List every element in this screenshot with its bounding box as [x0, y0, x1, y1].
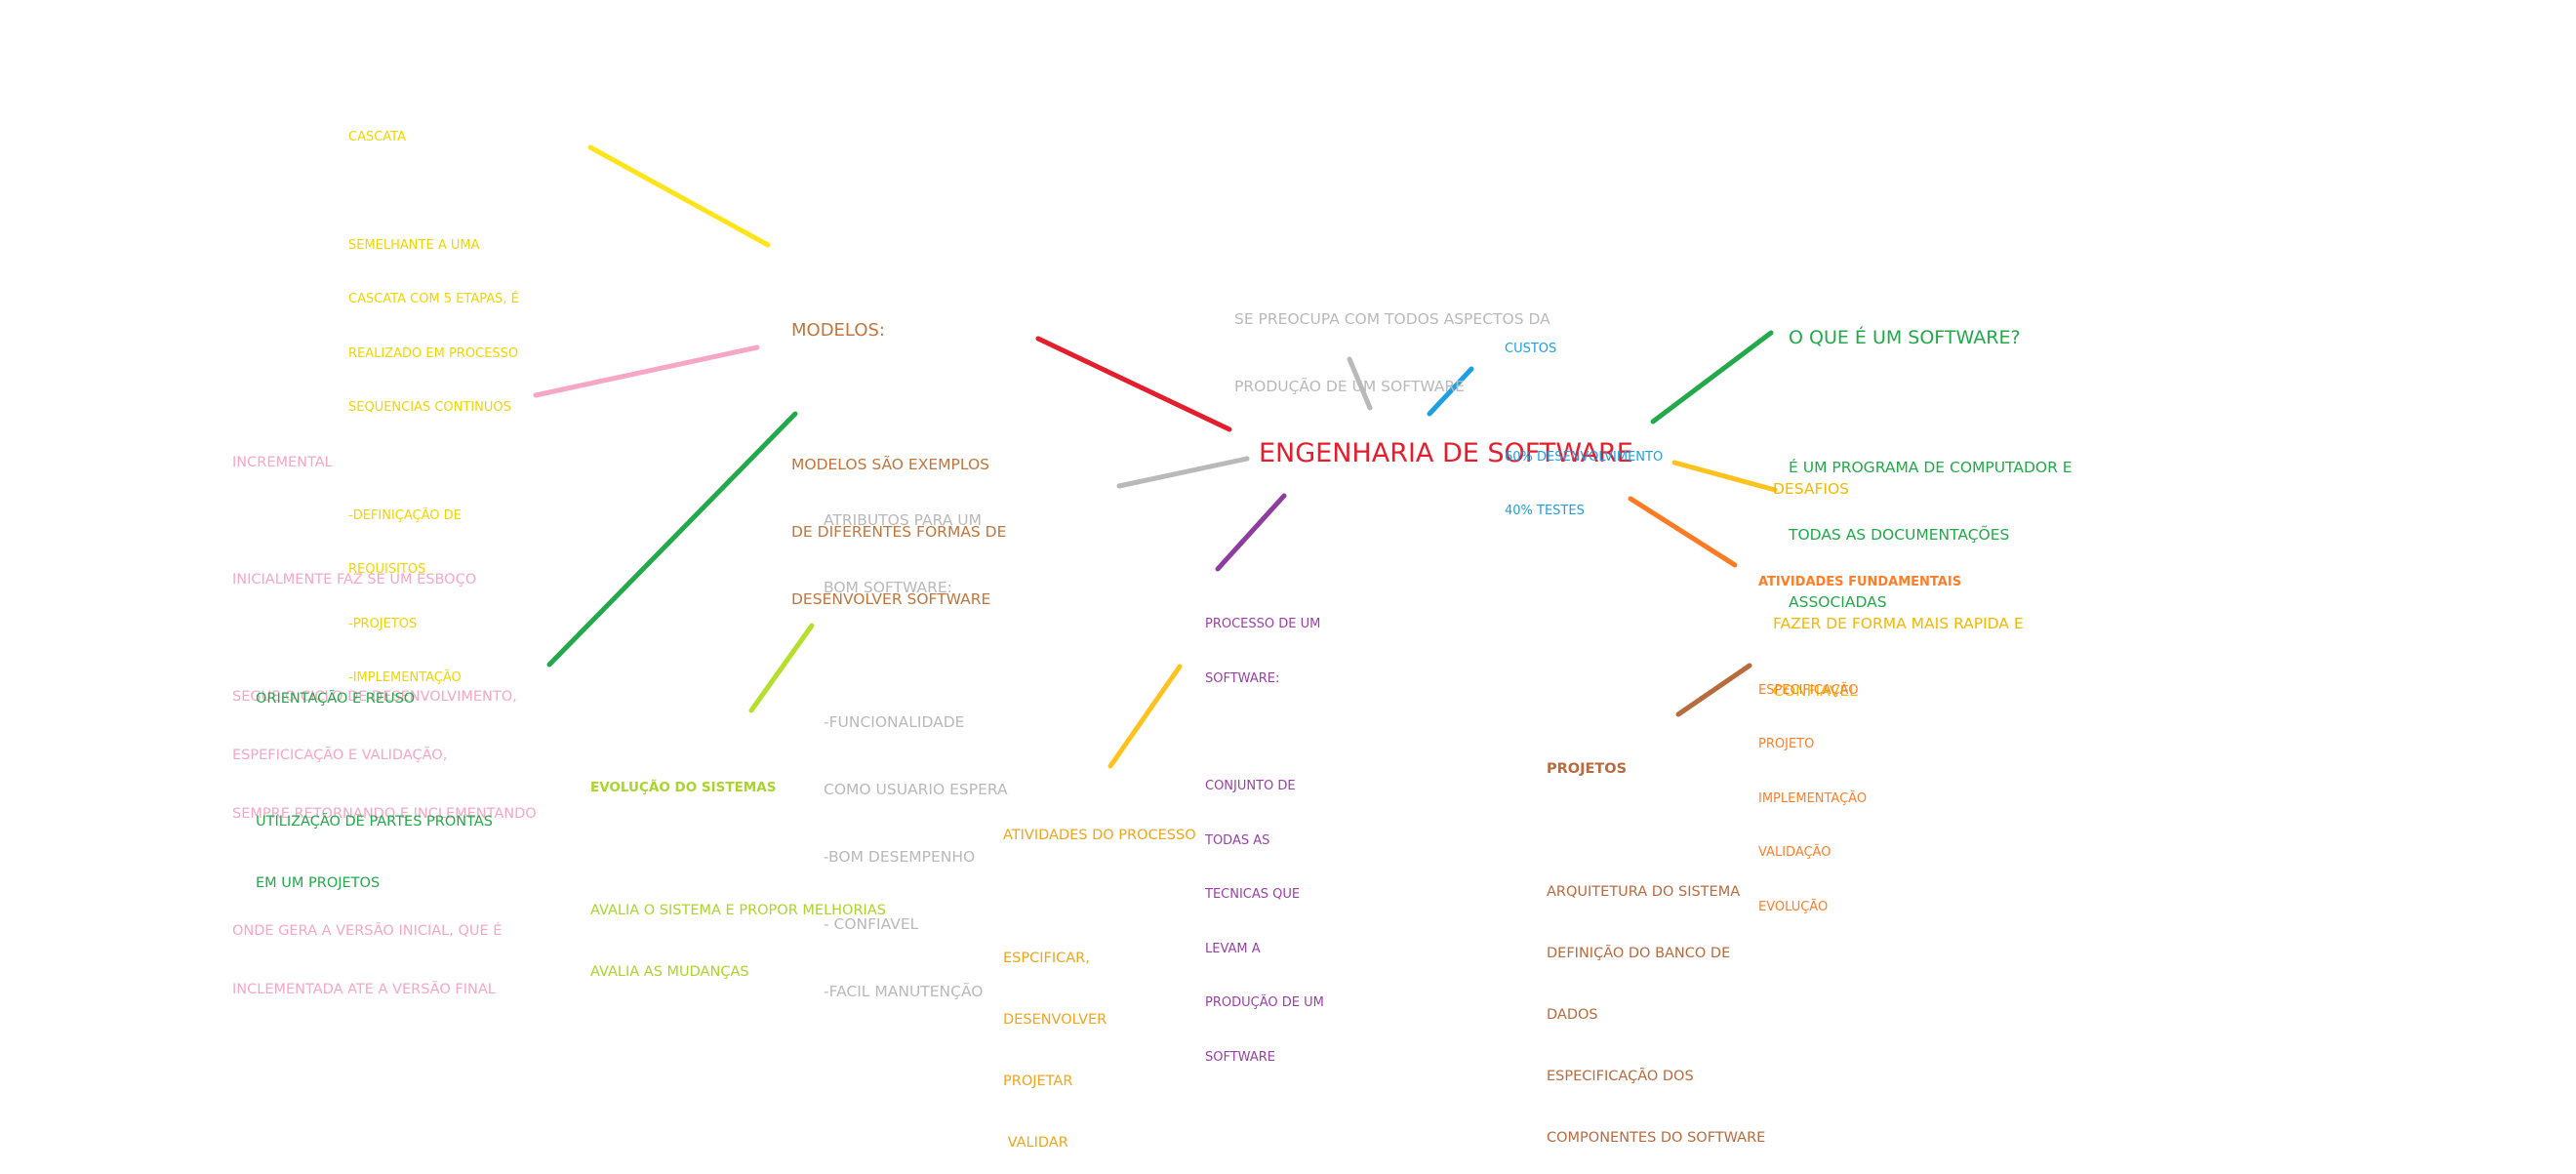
node-list-item: VALIDAÇÃO [1758, 844, 1961, 863]
connector-atributos [1119, 459, 1247, 486]
node-list-item: VALIDAR [1003, 1133, 1196, 1154]
node-list-item: LEVAM A [1205, 941, 1324, 959]
connector-projetos [1678, 666, 1750, 714]
node-text-line: PROCESSO DE UM [1205, 616, 1324, 634]
node-list-item: DESENVOLVER [1003, 1010, 1196, 1031]
node-atividades-processo[interactable]: ATIVIDADES DO PROCESSO ESPCIFICAR, DESEN… [1003, 785, 1196, 1174]
node-custos[interactable]: CUSTOS 60% DESENVOLVIMENTO 40% TESTES [1505, 304, 1663, 539]
node-list-item: PROJETO [1758, 736, 1961, 754]
node-text-line: AVALIA AS MUDANÇAS [590, 962, 886, 983]
node-text-line: UTILIZAÇÃO DE PARTES PRONTAS [256, 812, 493, 832]
node-list-item: CONJUNTO DE [1205, 778, 1324, 796]
node-text-line: 60% DESENVOLVIMENTO [1505, 449, 1663, 467]
node-title: INCREMENTAL [232, 453, 537, 472]
node-preocupa[interactable]: SE PREOCUPA COM TODOS ASPECTOS DA PRODUÇ… [1234, 263, 1550, 421]
connector-evolucao [751, 626, 812, 710]
node-text-line: SE PREOCUPA COM TODOS ASPECTOS DA [1234, 308, 1550, 331]
node-text-line: INCLEMENTADA ATE A VERSÃO FINAL [232, 980, 537, 999]
node-text-line: SEMELHANTE A UMA [348, 237, 519, 256]
connector-orientacao [549, 414, 795, 665]
connector-incremental [536, 347, 757, 395]
node-text-line: REALIZADO EM PROCESSO [348, 345, 519, 364]
node-text-line: ATRIBUTOS PARA UM [824, 509, 1008, 532]
node-text-line: EM UM PROJETOS [256, 873, 493, 894]
node-text-line: PRODUÇÃO DE UM SOFTWARE [1234, 376, 1550, 398]
node-evolucao-sistemas[interactable]: EVOLUÇÃO DO SISTEMAS AVALIA O SISTEMA E … [590, 737, 886, 1003]
node-list-item: PROJETAR [1003, 1072, 1196, 1092]
node-title: MODELOS: [791, 319, 1006, 342]
node-text-line: COMPONENTES DO SOFTWARE [1547, 1128, 1765, 1149]
node-list-item: TECNICAS QUE [1205, 886, 1324, 905]
node-title: O QUE É UM SOFTWARE? [1789, 325, 2073, 350]
node-text-line: AVALIA O SISTEMA E PROPOR MELHORIAS [590, 901, 886, 921]
node-title: EVOLUÇÃO DO SISTEMAS [590, 778, 886, 798]
node-title: ATIVIDADES FUNDAMENTAIS [1758, 574, 1961, 592]
node-text-line: INICIALMENTE FAZ SE UM ESBOÇO [232, 570, 537, 589]
node-atividades-fundamentais[interactable]: ATIVIDADES FUNDAMENTAIS ESPECIFICAÇÃO PR… [1758, 538, 1961, 935]
node-list-item: ESPECIFICAÇÃO [1758, 682, 1961, 701]
connector-atividades-processo [1110, 667, 1180, 766]
node-text-line: CASCATA COM 5 ETAPAS, É [348, 291, 519, 309]
node-list-item: EVOLUÇÃO [1758, 899, 1961, 917]
node-list-item: ESPCIFICAR, [1003, 949, 1196, 969]
node-list-item: PRODUÇÃO DE UM [1205, 994, 1324, 1013]
node-text-line: ARQUITETURA DO SISTEMA [1547, 882, 1765, 903]
node-title: DESAFIOS [1773, 478, 2024, 501]
node-text-line: 40% TESTES [1505, 503, 1663, 521]
node-list-item: TODAS AS [1205, 832, 1324, 851]
node-title: ATIVIDADES DO PROCESSO [1003, 826, 1196, 846]
connector-oque [1653, 333, 1771, 422]
node-processo-software[interactable]: PROCESSO DE UM SOFTWARE: CONJUNTO DE TOD… [1205, 580, 1324, 1085]
connector-cascata [590, 147, 768, 245]
node-text-line: DADOS [1547, 1005, 1765, 1026]
node-title: ORIENTAÇÃO E REUSO [256, 689, 493, 709]
node-list-item: IMPLEMENTAÇÃO [1758, 790, 1961, 809]
connector-desafios [1674, 463, 1775, 490]
node-orientacao-reuso[interactable]: ORIENTAÇÃO E REUSO UTILIZAÇÃO DE PARTES … [256, 648, 493, 914]
node-title: PROJETOS [1547, 759, 1765, 780]
connector-processo [1218, 496, 1284, 569]
node-title: CUSTOS [1505, 341, 1663, 359]
node-projetos[interactable]: PROJETOS ARQUITETURA DO SISTEMA DEFINIÇÃ… [1547, 718, 1765, 1169]
connector-modelos [1038, 339, 1229, 429]
node-text-line: BOM SOFTWARE: [824, 577, 1008, 599]
node-text-line: SOFTWARE: [1205, 670, 1324, 689]
node-list-item: -FUNCIONALIDADE [824, 711, 1008, 734]
node-text-line: DEFINIÇÃO DO BANCO DE [1547, 944, 1765, 964]
node-text-line: ONDE GERA A VERSÃO INICIAL, QUE É [232, 921, 537, 941]
node-title: CASCATA [348, 129, 519, 147]
node-list-item: SOFTWARE [1205, 1049, 1324, 1068]
